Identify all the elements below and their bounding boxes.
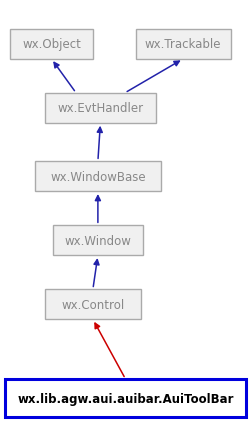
- Bar: [45, 94, 155, 124]
- Text: wx.lib.agw.aui.auibar.AuiToolBar: wx.lib.agw.aui.auibar.AuiToolBar: [17, 392, 233, 405]
- Text: wx.Trackable: wx.Trackable: [144, 38, 220, 51]
- Bar: [10, 30, 92, 60]
- Text: wx.Control: wx.Control: [61, 298, 124, 311]
- Bar: [135, 30, 230, 60]
- Text: wx.WindowBase: wx.WindowBase: [50, 170, 145, 183]
- Text: wx.EvtHandler: wx.EvtHandler: [57, 102, 143, 115]
- Bar: [35, 162, 160, 192]
- Bar: [5, 379, 245, 417]
- Text: wx.Object: wx.Object: [22, 38, 80, 51]
- Bar: [52, 226, 142, 256]
- Bar: [45, 290, 140, 320]
- Text: wx.Window: wx.Window: [64, 234, 131, 247]
